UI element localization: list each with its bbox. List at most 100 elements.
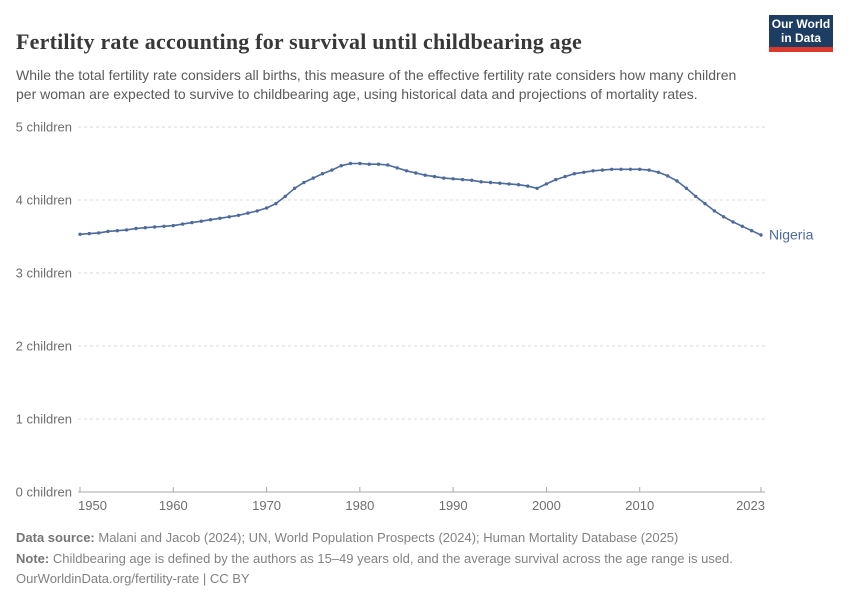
data-point[interactable]	[759, 233, 763, 237]
data-point[interactable]	[236, 213, 241, 217]
data-point[interactable]	[563, 174, 567, 179]
data-point[interactable]	[78, 232, 82, 236]
owid-logo-line1: Our World	[771, 17, 831, 31]
data-point[interactable]	[199, 219, 203, 223]
data-point[interactable]	[610, 167, 614, 171]
y-axis-tick-label: 3 children	[16, 266, 72, 281]
data-point[interactable]	[591, 169, 595, 173]
note-line: Note: Childbearing age is defined by the…	[16, 549, 816, 570]
owid-logo[interactable]: Our World in Data	[769, 15, 833, 52]
y-axis-tick-label: 1 children	[16, 412, 72, 427]
data-point[interactable]	[134, 226, 138, 231]
chart-subtitle: While the total fertility rate considers…	[16, 67, 737, 102]
data-source-text[interactable]: Malani and Jacob (2024); UN, World Popul…	[94, 530, 679, 545]
data-point[interactable]	[386, 163, 390, 167]
data-point[interactable]	[647, 168, 651, 172]
data-point[interactable]	[442, 176, 446, 180]
x-axis-tick-label: 2010	[625, 498, 654, 513]
data-point[interactable]	[180, 222, 185, 226]
data-point[interactable]	[283, 194, 287, 199]
data-point[interactable]	[208, 218, 213, 222]
data-point[interactable]	[246, 211, 250, 215]
data-point[interactable]	[395, 166, 399, 170]
data-point[interactable]	[87, 231, 92, 236]
y-axis-tick-label: 5 children	[16, 120, 72, 135]
data-point[interactable]	[722, 215, 726, 219]
data-point[interactable]	[694, 194, 698, 199]
page-title: Fertility rate accounting for survival u…	[16, 28, 583, 54]
data-point[interactable]	[638, 167, 642, 171]
data-point[interactable]	[367, 162, 371, 166]
x-axis-tick-label: 1950	[78, 498, 107, 513]
data-point[interactable]	[414, 171, 418, 175]
note-text: Childbearing age is defined by the autho…	[49, 550, 733, 566]
data-point[interactable]	[311, 176, 315, 180]
data-point[interactable]	[124, 228, 129, 232]
data-point[interactable]	[339, 164, 343, 168]
data-point[interactable]	[190, 220, 194, 225]
data-point[interactable]	[460, 177, 465, 182]
data-point[interactable]	[619, 167, 623, 171]
data-point[interactable]	[227, 215, 231, 219]
series-line-nigeria[interactable]	[79, 162, 762, 236]
data-point[interactable]	[535, 186, 539, 190]
data-point[interactable]	[582, 170, 586, 174]
data-point[interactable]	[358, 161, 362, 166]
data-point[interactable]	[684, 186, 689, 190]
data-point[interactable]	[731, 220, 735, 224]
data-point[interactable]	[152, 225, 157, 229]
y-axis-tick-label: 4 children	[16, 193, 72, 208]
citation-url-line[interactable]: OurWorldinData.org/fertility-rate | CC B…	[16, 571, 250, 586]
data-point[interactable]	[507, 182, 511, 186]
data-point[interactable]	[712, 209, 717, 213]
data-point[interactable]	[330, 168, 334, 172]
data-point[interactable]	[404, 169, 409, 173]
data-point[interactable]	[554, 177, 558, 182]
data-point[interactable]	[703, 201, 707, 206]
x-axis-tick-label: 1990	[439, 498, 468, 513]
data-point[interactable]	[171, 223, 175, 228]
data-point[interactable]	[264, 206, 269, 210]
data-point[interactable]	[470, 178, 474, 182]
x-axis-tick-label: 2000	[532, 498, 561, 513]
data-point[interactable]	[516, 183, 521, 187]
data-point[interactable]	[675, 179, 679, 183]
data-point[interactable]	[97, 231, 101, 235]
data-point[interactable]	[376, 162, 381, 166]
data-point[interactable]	[666, 174, 670, 178]
owid-logo-line2: in Data	[780, 30, 821, 45]
data-point[interactable]	[628, 167, 633, 171]
data-point[interactable]	[423, 173, 427, 177]
data-point[interactable]	[143, 226, 147, 230]
x-axis-tick-label: 1960	[159, 498, 188, 513]
data-point[interactable]	[274, 201, 278, 206]
data-point[interactable]	[302, 180, 306, 185]
data-point[interactable]	[348, 161, 353, 166]
data-point[interactable]	[600, 168, 605, 172]
series-end-label[interactable]: Nigeria	[769, 227, 814, 243]
x-axis-tick-label: 2023	[736, 498, 765, 513]
data-point[interactable]	[740, 224, 744, 228]
x-axis-tick-label: 1970	[252, 498, 281, 513]
data-point[interactable]	[488, 180, 493, 185]
data-point[interactable]	[750, 229, 754, 233]
chart-footer: Data source: Malani and Jacob (2024); UN…	[16, 528, 816, 590]
data-point[interactable]	[526, 184, 530, 188]
y-axis-tick-label: 2 children	[16, 339, 72, 354]
data-point[interactable]	[544, 182, 549, 186]
x-axis-tick-label: 1980	[345, 498, 374, 513]
data-point[interactable]	[656, 170, 661, 174]
data-point[interactable]	[115, 229, 120, 233]
data-point[interactable]	[451, 177, 455, 181]
data-point[interactable]	[479, 180, 483, 184]
data-point[interactable]	[106, 229, 110, 234]
data-point[interactable]	[572, 172, 577, 176]
data-point[interactable]	[255, 209, 259, 213]
data-point[interactable]	[162, 224, 166, 228]
data-point[interactable]	[292, 186, 297, 190]
data-point[interactable]	[432, 174, 437, 179]
data-point[interactable]	[498, 181, 502, 185]
data-point[interactable]	[218, 216, 222, 220]
data-point[interactable]	[320, 172, 325, 176]
